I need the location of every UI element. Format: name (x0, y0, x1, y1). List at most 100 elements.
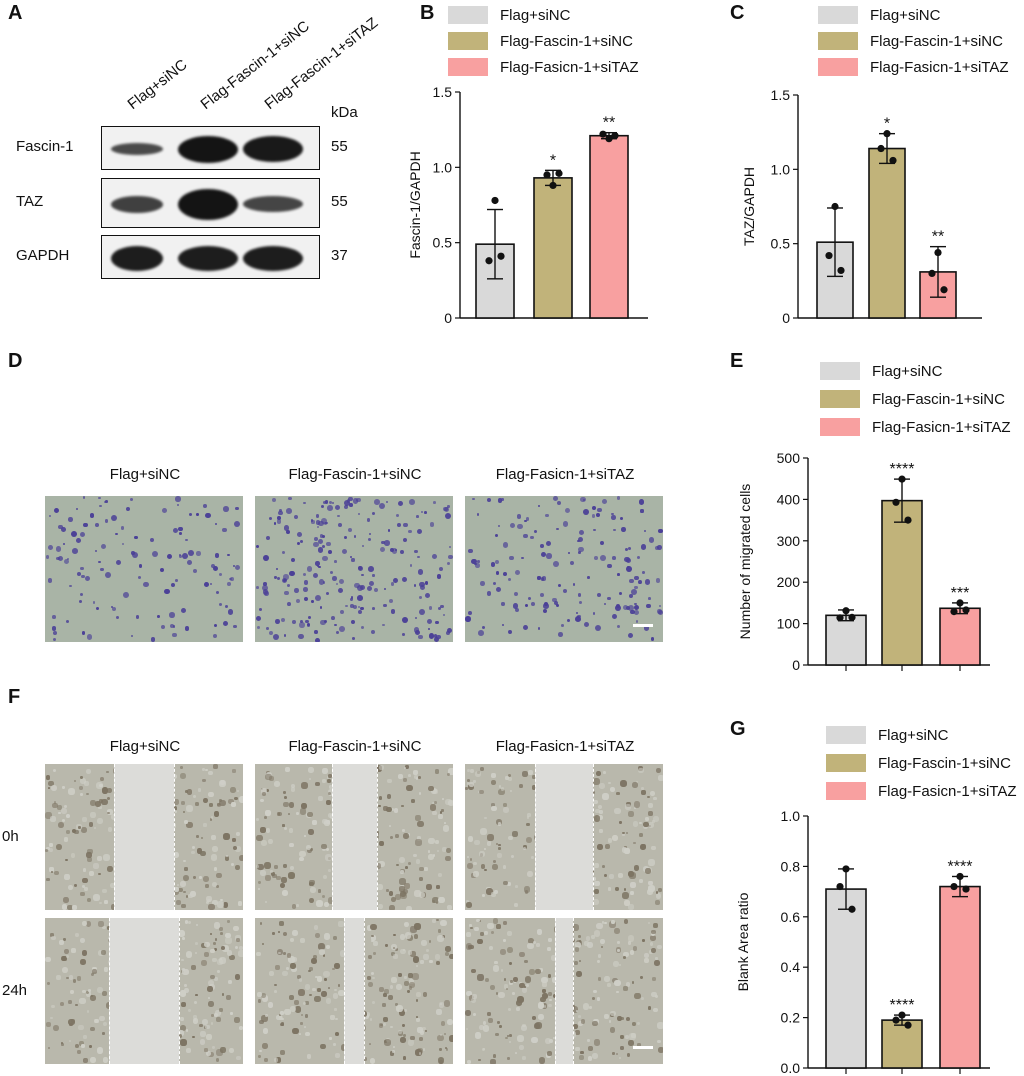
cell-cluster (291, 904, 297, 909)
cell-cluster (609, 920, 617, 928)
stained-cell (619, 516, 623, 520)
stained-cell (307, 622, 311, 626)
stained-cell (286, 601, 291, 606)
stained-cell (372, 574, 375, 577)
stained-cell (574, 615, 581, 622)
cell-cluster (471, 968, 476, 974)
cell-cluster (46, 981, 50, 985)
stained-cell (538, 504, 541, 507)
stained-cell (600, 555, 606, 561)
cell-cluster (204, 1048, 208, 1052)
cell-cluster (338, 984, 341, 987)
stained-cell (311, 520, 315, 524)
stained-cell (370, 629, 375, 634)
cell-cluster (338, 921, 344, 927)
stained-cell (352, 498, 359, 504)
cell-cluster (492, 965, 500, 972)
cell-cluster (304, 1014, 308, 1018)
cell-cluster (502, 865, 507, 869)
legend-label: Flag-Fascin-1+siNC (500, 33, 633, 50)
cell-cluster (422, 1026, 426, 1031)
cell-cluster (210, 974, 215, 980)
cell-cluster (436, 849, 440, 852)
cell-cluster (402, 888, 409, 895)
cell-cluster (541, 976, 548, 984)
stained-cell (230, 576, 234, 581)
cell-cluster (503, 881, 508, 886)
stained-cell (539, 544, 544, 549)
stained-cell (317, 564, 320, 567)
cell-cluster (203, 875, 210, 883)
cell-cluster (332, 993, 339, 999)
cell-cluster (182, 968, 185, 971)
cell-cluster (401, 805, 404, 808)
cell-cluster (220, 898, 223, 902)
cell-cluster (65, 813, 71, 819)
stained-cell (187, 560, 192, 565)
cell-cluster (572, 1024, 578, 1030)
cell-cluster (650, 947, 656, 953)
stained-cell (286, 530, 290, 534)
cell-cluster (432, 919, 437, 924)
stained-cell (262, 589, 269, 596)
cell-cluster (625, 982, 631, 987)
cell-cluster (363, 1057, 368, 1062)
panel-letter-f: F (8, 686, 21, 708)
cell-cluster (474, 926, 479, 932)
cell-cluster (191, 850, 195, 854)
cell-cluster (611, 834, 619, 842)
cell-cluster (233, 796, 238, 801)
stained-cell (277, 516, 281, 520)
cell-cluster (102, 1057, 109, 1063)
cell-cluster (584, 941, 589, 947)
stained-cell (130, 498, 133, 501)
stained-cell (612, 614, 618, 620)
stained-cell (287, 583, 291, 588)
stained-cell (418, 634, 424, 640)
cell-cluster (439, 811, 443, 814)
stained-cell (419, 581, 425, 587)
cell-cluster (172, 806, 178, 811)
cell-cluster (506, 946, 513, 954)
cell-cluster (205, 900, 210, 904)
data-point (898, 1011, 906, 1019)
cell-cluster (107, 827, 113, 832)
cell-cluster (526, 870, 534, 878)
significance-label: **** (890, 997, 915, 1014)
gap-edge-line (109, 918, 110, 1064)
stained-cell (82, 496, 86, 499)
cell-cluster (205, 1050, 212, 1057)
cell-cluster (255, 818, 260, 822)
cell-cluster (522, 770, 529, 777)
stained-cell (419, 584, 426, 591)
stained-cell (417, 555, 421, 559)
cell-cluster (466, 899, 470, 903)
legend-swatch (818, 6, 858, 24)
cell-cluster (264, 1013, 268, 1017)
cell-cluster (329, 1037, 332, 1040)
legend-label: Flag-Fascin-1+siNC (870, 33, 1003, 50)
cell-cluster (205, 1025, 210, 1030)
cell-cluster (629, 950, 635, 955)
cell-cluster (446, 773, 450, 777)
y-tick-label: 1.0 (433, 159, 453, 175)
cell-cluster (215, 1058, 220, 1063)
cell-cluster (525, 983, 530, 988)
cell-cluster (305, 1001, 309, 1005)
cell-cluster (500, 948, 507, 955)
data-point (842, 607, 850, 615)
cell-cluster (66, 976, 69, 980)
cell-cluster (99, 777, 105, 782)
cell-cluster (375, 765, 382, 772)
cell-cluster (473, 861, 477, 866)
cell-cluster (192, 876, 196, 880)
cell-cluster (472, 870, 479, 877)
cell-cluster (652, 820, 655, 823)
stained-cell (184, 626, 189, 631)
cell-cluster (372, 1001, 376, 1005)
cell-cluster (499, 1025, 503, 1028)
cell-cluster (82, 868, 86, 872)
cell-cluster (313, 924, 319, 930)
cell-cluster (514, 884, 518, 889)
cell-cluster (96, 1047, 103, 1054)
